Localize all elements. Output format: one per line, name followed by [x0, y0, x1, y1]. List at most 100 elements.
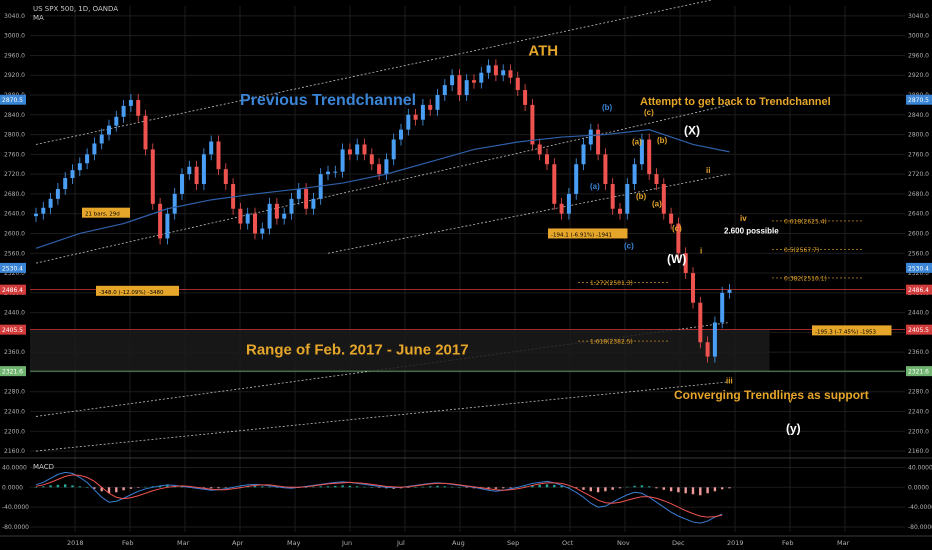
candle-body — [253, 213, 257, 234]
macd-histogram-bar — [224, 487, 227, 488]
candle-body — [486, 65, 491, 73]
wave-label: (c) — [644, 108, 654, 117]
x-tick-label: Aug — [452, 539, 465, 547]
x-tick-label: Jul — [396, 539, 405, 547]
macd-y-tick-left: -40.0000 — [2, 504, 29, 511]
annotation-text: ATH — [528, 42, 558, 59]
macd-histogram-bar — [502, 487, 505, 489]
price-badge-left-label: 2486.4 — [2, 287, 23, 294]
price-badge-left — [0, 284, 26, 295]
price-badge — [906, 94, 932, 105]
macd-histogram-bar — [414, 487, 417, 488]
macd-histogram-bar — [618, 487, 622, 489]
y-tick-left: 2520.0 — [4, 270, 25, 277]
wave-label: (a) — [632, 137, 642, 146]
candle-body — [48, 198, 53, 208]
x-tick-label: 2019 — [727, 539, 744, 547]
macd-histogram-bar — [144, 486, 147, 488]
candle-body — [523, 90, 528, 105]
macd-histogram-bar — [421, 486, 425, 488]
price-badge-left — [0, 324, 26, 335]
wave-label: iii — [726, 376, 733, 385]
candle-body — [530, 104, 535, 145]
macd-y-tick-right: -80.0000 — [908, 524, 932, 531]
candle-body — [691, 273, 695, 303]
fib-label: 1.272(2501.3) — [590, 280, 633, 287]
price-badge-left-label: 2530.4 — [2, 265, 23, 272]
candle-body — [187, 166, 192, 175]
macd-histogram-bar — [677, 487, 680, 493]
fib-label: 0.5(2567.7) — [784, 247, 819, 254]
candle-body — [661, 184, 666, 214]
candle-body — [420, 104, 425, 120]
macd-histogram-bar — [436, 485, 439, 488]
y-tick-right: 2240.0 — [908, 408, 929, 415]
candle-body — [464, 80, 469, 96]
price-badge-label: 2405.5 — [908, 327, 929, 334]
trendline — [35, 381, 730, 452]
candle-body — [311, 198, 316, 209]
candle-body — [545, 154, 549, 165]
candle-body — [450, 75, 455, 86]
candle-body — [355, 144, 360, 155]
macd-histogram-bar — [85, 487, 89, 488]
candle-body — [362, 144, 367, 155]
candle-body — [501, 70, 506, 76]
candle-body — [515, 77, 520, 91]
y-tick-right: 2280.0 — [908, 389, 929, 396]
candle-body — [326, 171, 330, 175]
macd-histogram-bar — [64, 484, 67, 488]
y-tick-left: 2720.0 — [4, 171, 25, 178]
macd-histogram-bar — [494, 487, 498, 489]
y-tick-left: 2240.0 — [4, 408, 25, 415]
measure-box — [548, 228, 628, 239]
candle-body — [333, 171, 338, 173]
wave-label: (a) — [652, 199, 662, 208]
y-tick-left: 2280.0 — [4, 389, 25, 396]
candle-body — [369, 154, 374, 165]
candle-body — [245, 213, 250, 224]
candle-body — [683, 253, 688, 274]
y-tick-right: 2800.0 — [908, 132, 929, 139]
candle-body — [55, 188, 60, 199]
candle-body — [209, 141, 214, 155]
macd-histogram-bar — [699, 487, 702, 496]
price-badge — [906, 324, 932, 335]
candle-body — [472, 80, 476, 83]
wave-label: v — [788, 396, 793, 405]
macd-histogram-bar — [567, 486, 571, 488]
x-tick-label: Feb — [122, 539, 134, 547]
annotation-text: Converging Trendlines as support — [674, 388, 869, 402]
annotation-text: Attempt to get back to Trendchannel — [640, 96, 831, 108]
measure-box — [82, 207, 130, 218]
y-tick-left: 2440.0 — [4, 310, 25, 317]
macd-histogram-bar — [626, 486, 629, 488]
macd-histogram-bar — [458, 487, 461, 488]
macd-histogram-bar — [93, 487, 96, 489]
macd-histogram-bar — [56, 484, 60, 488]
y-tick-left: 2920.0 — [4, 72, 25, 79]
candle-body — [647, 139, 652, 175]
candle-body — [172, 193, 177, 214]
fib-label: 0.618(2625.4) — [784, 218, 827, 225]
macd-histogram-bar — [589, 487, 592, 492]
price-badge-left-label: 2870.5 — [2, 97, 23, 104]
wave-label: (b) — [657, 136, 668, 145]
candle-body — [727, 289, 732, 293]
candle-body — [180, 174, 184, 194]
candle-body — [442, 85, 447, 96]
price-badge-label: 2530.4 — [908, 265, 929, 272]
y-tick-right: 2160.0 — [908, 448, 929, 455]
price-badge-left-label: 2321.6 — [2, 369, 23, 376]
candle-body — [603, 154, 608, 185]
annotation-text: 2.600 possible — [724, 226, 779, 235]
candle-body — [150, 149, 155, 204]
price-badge-left — [0, 366, 26, 377]
candle-body — [296, 188, 301, 199]
macd-histogram-bar — [363, 486, 366, 488]
macd-y-tick-right: -40.0000 — [908, 504, 932, 511]
annotation-text: Range of Feb. 2017 - June 2017 — [246, 342, 469, 359]
macd-histogram-bar — [334, 485, 337, 488]
measure-box — [812, 325, 892, 336]
macd-histogram-bar — [210, 487, 213, 489]
